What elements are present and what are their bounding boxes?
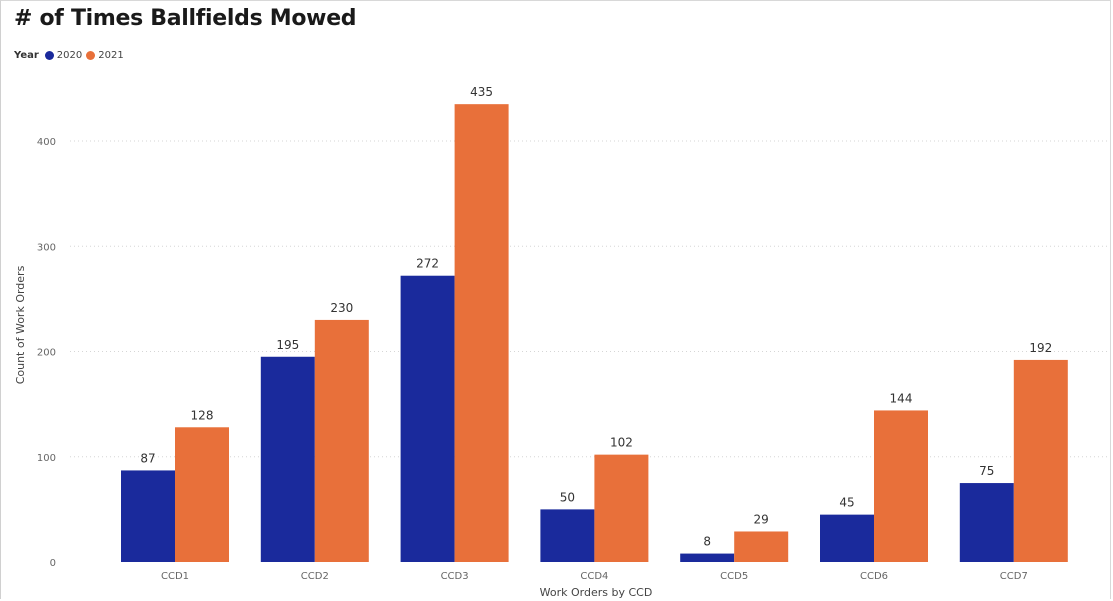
bar-ccd5-2020[interactable] bbox=[680, 553, 735, 562]
data-label-ccd5-2021: 29 bbox=[754, 512, 769, 526]
data-label-ccd5-2020: 8 bbox=[703, 535, 711, 549]
bar-ccd4-2021[interactable] bbox=[594, 454, 649, 562]
data-label-ccd1-2021: 128 bbox=[191, 408, 214, 422]
y-tick-label: 100 bbox=[37, 453, 56, 464]
data-label-ccd1-2020: 87 bbox=[140, 451, 155, 465]
legend[interactable]: Year 2020 2021 bbox=[14, 50, 128, 61]
gridlines bbox=[70, 140, 1108, 458]
data-labels: 87 128 195 230 272 435 50 102 8 29 45 144 75 192 bbox=[140, 85, 1052, 548]
y-tick-label: 300 bbox=[37, 242, 56, 253]
legend-dot-2020 bbox=[44, 51, 54, 60]
x-tick-label: CCD2 bbox=[301, 571, 329, 582]
bar-ccd6-2020[interactable] bbox=[820, 514, 874, 562]
data-label-ccd4-2020: 50 bbox=[560, 490, 575, 504]
legend-item-2020[interactable]: 2020 bbox=[44, 50, 83, 61]
bars bbox=[121, 104, 1068, 562]
bar-ccd1-2021[interactable] bbox=[175, 427, 229, 562]
bar-ccd1-2020[interactable] bbox=[121, 470, 175, 562]
x-axis-ticks: CCD1 CCD2 CCD3 CCD4 CCD5 CCD6 CCD7 bbox=[161, 571, 1028, 582]
bar-ccd7-2020[interactable] bbox=[959, 483, 1014, 562]
bar-ccd2-2021[interactable] bbox=[314, 319, 369, 562]
x-tick-label: CCD7 bbox=[1000, 571, 1028, 582]
y-tick-label: 0 bbox=[50, 558, 56, 569]
bar-ccd5-2021[interactable] bbox=[734, 531, 789, 562]
data-label-ccd6-2020: 45 bbox=[839, 496, 854, 510]
bar-ccd3-2021[interactable] bbox=[454, 104, 509, 562]
data-label-ccd4-2021: 102 bbox=[610, 436, 633, 450]
data-label-ccd7-2021: 192 bbox=[1029, 341, 1052, 355]
bar-ccd3-2020[interactable] bbox=[400, 275, 455, 562]
legend-dot-2021 bbox=[86, 51, 96, 60]
legend-label-2021: 2021 bbox=[98, 50, 124, 61]
legend-label-2020: 2020 bbox=[56, 50, 83, 61]
x-tick-label: CCD4 bbox=[580, 571, 608, 582]
bar-ccd2-2020[interactable] bbox=[260, 356, 315, 562]
x-tick-label: CCD3 bbox=[441, 571, 469, 582]
y-tick-label: 400 bbox=[37, 137, 56, 148]
y-axis-title: Count of Work Orders bbox=[14, 265, 27, 384]
data-label-ccd3-2020: 272 bbox=[416, 257, 439, 271]
data-label-ccd3-2021: 435 bbox=[470, 85, 493, 99]
y-axis-ticks: 0 100 200 300 400 bbox=[37, 137, 56, 569]
legend-item-2021[interactable]: 2021 bbox=[86, 50, 124, 61]
x-tick-label: CCD6 bbox=[860, 571, 888, 582]
data-label-ccd2-2021: 230 bbox=[330, 301, 353, 315]
x-tick-label: CCD5 bbox=[720, 571, 748, 582]
y-tick-label: 200 bbox=[37, 348, 56, 359]
chart-title: # of Times Ballfields Mowed bbox=[14, 6, 357, 31]
data-label-ccd6-2021: 144 bbox=[890, 391, 913, 405]
data-label-ccd7-2020: 75 bbox=[979, 464, 994, 478]
bar-ccd4-2020[interactable] bbox=[540, 509, 595, 562]
bar-ccd6-2021[interactable] bbox=[874, 410, 928, 562]
x-tick-label: CCD1 bbox=[161, 571, 189, 582]
x-axis-title: Work Orders by CCD bbox=[540, 586, 653, 599]
data-label-ccd2-2020: 195 bbox=[276, 338, 299, 352]
bar-ccd7-2021[interactable] bbox=[1013, 359, 1068, 562]
legend-title: Year bbox=[14, 50, 39, 61]
